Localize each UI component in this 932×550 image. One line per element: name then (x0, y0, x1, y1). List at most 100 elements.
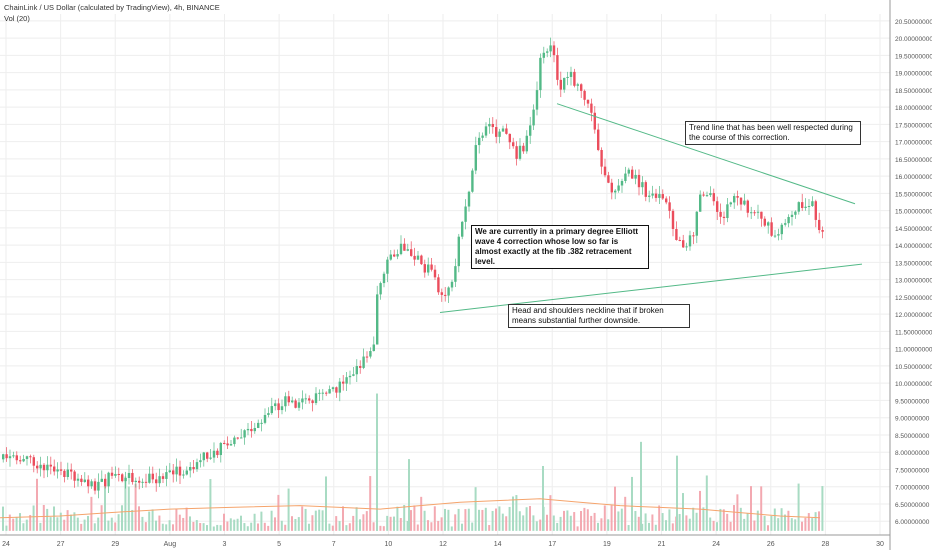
volume-bar (87, 515, 89, 531)
volume-bar (36, 478, 38, 531)
volume-bar (386, 515, 389, 531)
volume-bar (379, 525, 382, 531)
candle (746, 200, 749, 213)
candle (399, 243, 403, 255)
volume-bar (53, 506, 55, 531)
candle (423, 264, 426, 273)
y-tick-label: 7.50000000 (895, 467, 930, 474)
candle (685, 246, 688, 248)
volume-bar (110, 517, 113, 531)
y-tick-label: 11.50000000 (895, 329, 932, 336)
candle (202, 452, 205, 461)
candle (505, 128, 508, 134)
candle (270, 406, 273, 414)
candle (756, 211, 760, 213)
y-tick-label: 7.00000000 (895, 485, 930, 492)
candle (304, 398, 307, 400)
candle (161, 476, 165, 479)
volume-bar (525, 507, 528, 531)
volume-bar (420, 496, 423, 531)
candle (178, 466, 182, 476)
volume-bar (253, 513, 256, 531)
candle (49, 464, 52, 467)
volume-bar (233, 519, 236, 531)
candle (580, 84, 583, 91)
volume-bar (709, 517, 712, 531)
candle (301, 398, 304, 403)
candle (661, 194, 664, 199)
volume-bar (226, 521, 229, 531)
volume-bar (161, 523, 164, 531)
volume-bar (583, 507, 586, 531)
volume-bar (427, 520, 429, 531)
candle (801, 202, 804, 208)
volume-bar (804, 517, 807, 531)
y-tick-label: 14.00000000 (895, 243, 932, 250)
volume-bar (763, 515, 766, 531)
volume-bar (291, 516, 293, 531)
candle (121, 474, 124, 482)
volume-bar (192, 521, 195, 531)
volume-bar (46, 508, 49, 531)
candle (104, 478, 107, 487)
candle (780, 224, 783, 235)
candle (559, 79, 562, 90)
candle (767, 222, 770, 226)
volume-bar (63, 519, 66, 531)
volume-bar (151, 509, 154, 531)
volume-bar (610, 505, 613, 531)
volume-bar (743, 518, 746, 531)
candle (158, 476, 161, 484)
candle (246, 428, 250, 431)
candle (291, 400, 294, 403)
candle (308, 398, 311, 401)
candle (403, 243, 406, 251)
volume-bar (243, 523, 246, 531)
volume-bar (97, 517, 100, 531)
candle (539, 57, 542, 91)
candle (236, 437, 239, 439)
candle (379, 283, 382, 295)
volume-bar (56, 517, 59, 531)
candle (573, 71, 576, 86)
candle (413, 255, 416, 260)
volume-bar (311, 515, 314, 531)
candle (22, 458, 25, 462)
volume-bar (676, 455, 678, 531)
x-tick-label: 14 (494, 541, 502, 548)
volume-bar (532, 515, 535, 531)
y-tick-label: 16.50000000 (895, 157, 932, 164)
volume-bar (807, 513, 810, 531)
volume-bar (423, 510, 426, 531)
volume-bar (359, 519, 361, 531)
volume-bar (178, 514, 181, 531)
candle (597, 129, 600, 150)
candle (488, 123, 491, 127)
volume-bar (189, 516, 191, 531)
candle (515, 146, 518, 159)
y-tick-label: 9.00000000 (895, 416, 930, 423)
candle (535, 90, 539, 110)
candle (556, 55, 559, 80)
y-tick-label: 8.50000000 (895, 433, 930, 440)
candle (59, 469, 63, 471)
volume-bar (818, 511, 820, 531)
volume-bar (471, 522, 474, 531)
volume-bar (59, 512, 62, 531)
candle (15, 455, 18, 461)
candle (804, 206, 807, 208)
y-tick-label: 18.00000000 (895, 105, 932, 112)
volume-bar (491, 510, 494, 531)
volume-bar (685, 515, 688, 531)
candle (777, 234, 780, 236)
candle (654, 193, 658, 198)
candle (250, 428, 253, 432)
candle (416, 255, 420, 260)
candle (216, 450, 219, 456)
candle (155, 479, 158, 484)
volume-bar (365, 511, 368, 531)
y-tick-label: 14.50000000 (895, 226, 932, 233)
candle (87, 479, 90, 487)
volume-bar (399, 518, 402, 531)
candle (770, 222, 773, 236)
